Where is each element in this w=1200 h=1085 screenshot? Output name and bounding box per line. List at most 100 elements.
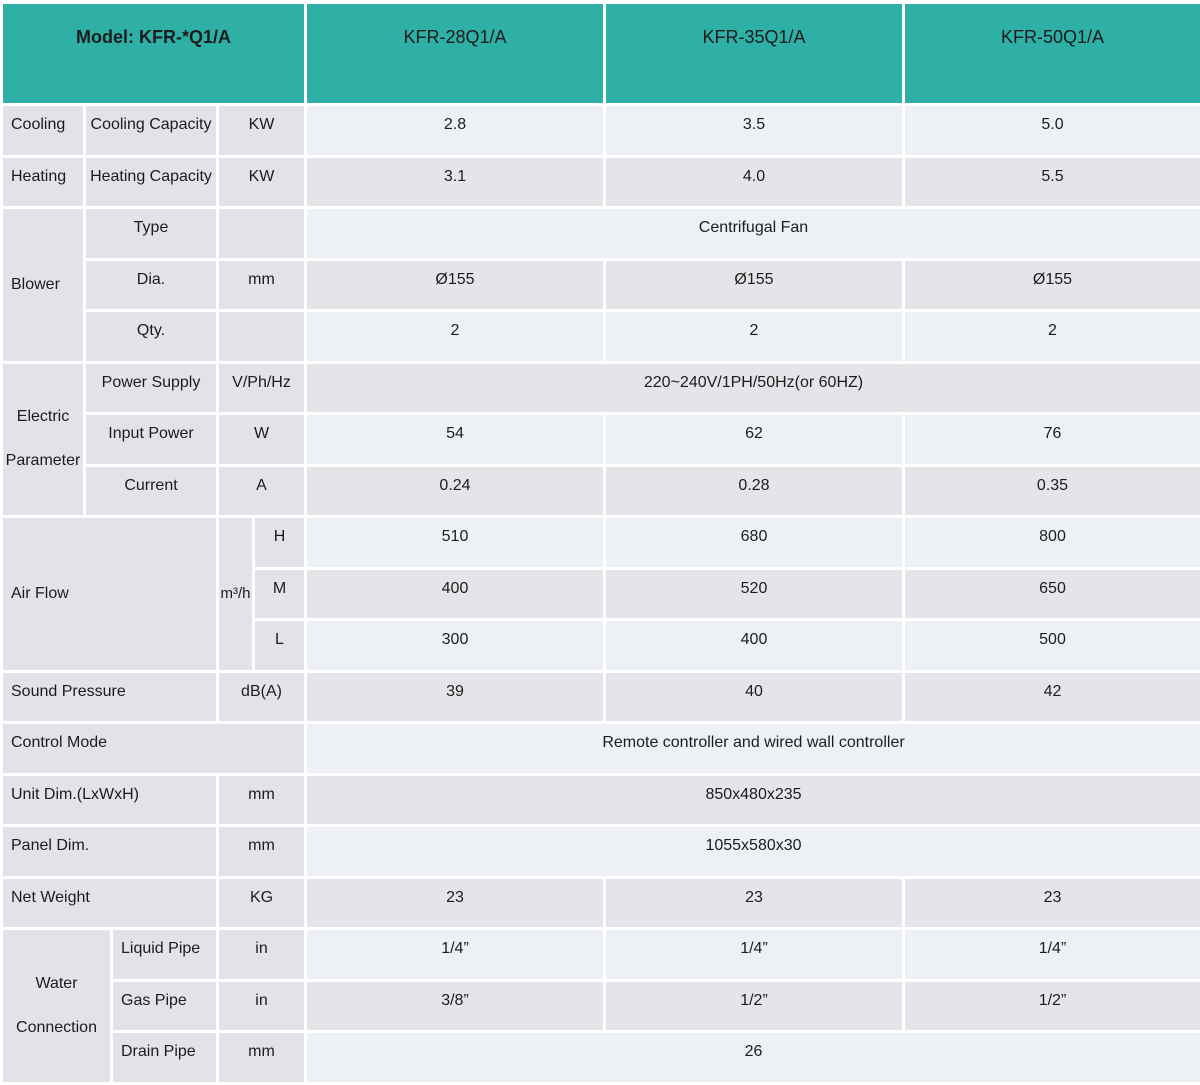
heating-category-label: Heating xyxy=(3,157,83,206)
net-weight-unit: KG xyxy=(219,878,304,927)
airflow-high-value-kfr50: 800 xyxy=(905,518,1200,567)
heating-value-kfr50: 5.5 xyxy=(905,157,1200,206)
cooling-unit-label: KW xyxy=(219,106,304,155)
row-power-supply: Power Supply V/Ph/Hz 220~240V/1PH/50Hz(o… xyxy=(86,363,1200,412)
blower-category-label: Blower xyxy=(3,209,83,361)
net-weight-value-kfr28: 23 xyxy=(307,878,603,927)
blower-type-unit-empty xyxy=(219,209,304,258)
current-label: Current xyxy=(86,466,216,515)
heating-value-kfr28: 3.1 xyxy=(307,157,603,206)
airflow-low-value-kfr28: 300 xyxy=(307,621,603,670)
row-heating: Heating Heating Capacity KW 3.1 4.0 5.5 xyxy=(3,157,1200,206)
water-connection-category-label: Water Connection xyxy=(3,930,110,1082)
drain-pipe-value: 26 xyxy=(307,1033,1200,1082)
row-airflow-high: H 510 680 800 xyxy=(255,518,1200,567)
row-cooling: Cooling Cooling Capacity KW 2.8 3.5 5.0 xyxy=(3,106,1200,155)
electric-parameter-category-label: Electric Parameter xyxy=(3,363,83,515)
unit-dim-unit: mm xyxy=(219,775,304,824)
blower-qty-value-kfr28: 2 xyxy=(307,312,603,361)
air-flow-unit: m³/h xyxy=(219,518,252,670)
blower-type-label: Type xyxy=(86,209,216,258)
table-header-row: Model: KFR-*Q1/A KFR-28Q1/A KFR-35Q1/A K… xyxy=(3,4,1200,103)
section-air-flow: Air Flow m³/h H 510 680 800 M 400 520 65… xyxy=(3,518,1200,670)
row-unit-dim: Unit Dim.(LxWxH) mm 850x480x235 xyxy=(3,775,1200,824)
unit-dim-label: Unit Dim.(LxWxH) xyxy=(3,775,216,824)
sound-pressure-unit: dB(A) xyxy=(219,672,304,721)
liquid-pipe-label: Liquid Pipe xyxy=(113,930,216,979)
row-liquid-pipe: Liquid Pipe in 1/4” 1/4” 1/4” xyxy=(113,930,1200,979)
header-col-kfr-50: KFR-50Q1/A xyxy=(905,4,1200,103)
current-unit: A xyxy=(219,466,304,515)
gas-pipe-value-kfr50: 1/2” xyxy=(905,981,1200,1030)
control-mode-value: Remote controller and wired wall control… xyxy=(307,724,1200,773)
air-flow-category-label: Air Flow xyxy=(3,518,216,670)
liquid-pipe-value-kfr28: 1/4” xyxy=(307,930,603,979)
row-panel-dim: Panel Dim. mm 1055x580x30 xyxy=(3,827,1200,876)
blower-qty-value-kfr50: 2 xyxy=(905,312,1200,361)
gas-pipe-unit: in xyxy=(219,981,304,1030)
row-blower-type: Type Centrifugal Fan xyxy=(86,209,1200,258)
sound-pressure-label: Sound Pressure xyxy=(3,672,216,721)
power-supply-unit: V/Ph/Hz xyxy=(219,363,304,412)
current-value-kfr28: 0.24 xyxy=(307,466,603,515)
current-value-kfr50: 0.35 xyxy=(905,466,1200,515)
airflow-mid-value-kfr50: 650 xyxy=(905,569,1200,618)
blower-qty-value-kfr35: 2 xyxy=(606,312,902,361)
airflow-mid-label: M xyxy=(255,569,304,618)
panel-dim-label: Panel Dim. xyxy=(3,827,216,876)
row-blower-qty: Qty. 2 2 2 xyxy=(86,312,1200,361)
header-model-cell: Model: KFR-*Q1/A xyxy=(3,4,304,103)
input-power-value-kfr28: 54 xyxy=(307,415,603,464)
row-sound-pressure: Sound Pressure dB(A) 39 40 42 xyxy=(3,672,1200,721)
input-power-value-kfr50: 76 xyxy=(905,415,1200,464)
sound-pressure-value-kfr35: 40 xyxy=(606,672,902,721)
airflow-high-value-kfr28: 510 xyxy=(307,518,603,567)
row-control-mode: Control Mode Remote controller and wired… xyxy=(3,724,1200,773)
section-water-connection: Water Connection Liquid Pipe in 1/4” 1/4… xyxy=(3,930,1200,1082)
cooling-value-kfr28: 2.8 xyxy=(307,106,603,155)
panel-dim-unit: mm xyxy=(219,827,304,876)
net-weight-value-kfr35: 23 xyxy=(606,878,902,927)
drain-pipe-label: Drain Pipe xyxy=(113,1033,216,1082)
blower-qty-unit-empty xyxy=(219,312,304,361)
current-value-kfr35: 0.28 xyxy=(606,466,902,515)
gas-pipe-value-kfr35: 1/2” xyxy=(606,981,902,1030)
airflow-low-label: L xyxy=(255,621,304,670)
power-supply-value: 220~240V/1PH/50Hz(or 60HZ) xyxy=(307,363,1200,412)
gas-pipe-label: Gas Pipe xyxy=(113,981,216,1030)
section-blower: Blower Type Centrifugal Fan Dia. mm Ø155… xyxy=(3,209,1200,361)
gas-pipe-value-kfr28: 3/8” xyxy=(307,981,603,1030)
header-col-kfr-35: KFR-35Q1/A xyxy=(606,4,902,103)
blower-dia-value-kfr50: Ø155 xyxy=(905,260,1200,309)
power-supply-label: Power Supply xyxy=(86,363,216,412)
unit-dim-value: 850x480x235 xyxy=(307,775,1200,824)
row-drain-pipe: Drain Pipe mm 26 xyxy=(113,1033,1200,1082)
airflow-high-value-kfr35: 680 xyxy=(606,518,902,567)
blower-dia-label: Dia. xyxy=(86,260,216,309)
input-power-value-kfr35: 62 xyxy=(606,415,902,464)
row-airflow-mid: M 400 520 650 xyxy=(255,569,1200,618)
airflow-mid-value-kfr35: 520 xyxy=(606,569,902,618)
blower-type-value: Centrifugal Fan xyxy=(307,209,1200,258)
cooling-capacity-label: Cooling Capacity xyxy=(86,106,216,155)
row-current: Current A 0.24 0.28 0.35 xyxy=(86,466,1200,515)
liquid-pipe-value-kfr50: 1/4” xyxy=(905,930,1200,979)
net-weight-label: Net Weight xyxy=(3,878,216,927)
input-power-unit: W xyxy=(219,415,304,464)
heating-unit-label: KW xyxy=(219,157,304,206)
liquid-pipe-value-kfr35: 1/4” xyxy=(606,930,902,979)
cooling-value-kfr50: 5.0 xyxy=(905,106,1200,155)
airflow-low-value-kfr35: 400 xyxy=(606,621,902,670)
header-col-kfr-28: KFR-28Q1/A xyxy=(307,4,603,103)
heating-value-kfr35: 4.0 xyxy=(606,157,902,206)
liquid-pipe-unit: in xyxy=(219,930,304,979)
row-net-weight: Net Weight KG 23 23 23 xyxy=(3,878,1200,927)
cooling-value-kfr35: 3.5 xyxy=(606,106,902,155)
blower-dia-unit: mm xyxy=(219,260,304,309)
section-electric-parameter: Electric Parameter Power Supply V/Ph/Hz … xyxy=(3,363,1200,515)
row-blower-dia: Dia. mm Ø155 Ø155 Ø155 xyxy=(86,260,1200,309)
blower-dia-value-kfr28: Ø155 xyxy=(307,260,603,309)
drain-pipe-unit: mm xyxy=(219,1033,304,1082)
net-weight-value-kfr50: 23 xyxy=(905,878,1200,927)
